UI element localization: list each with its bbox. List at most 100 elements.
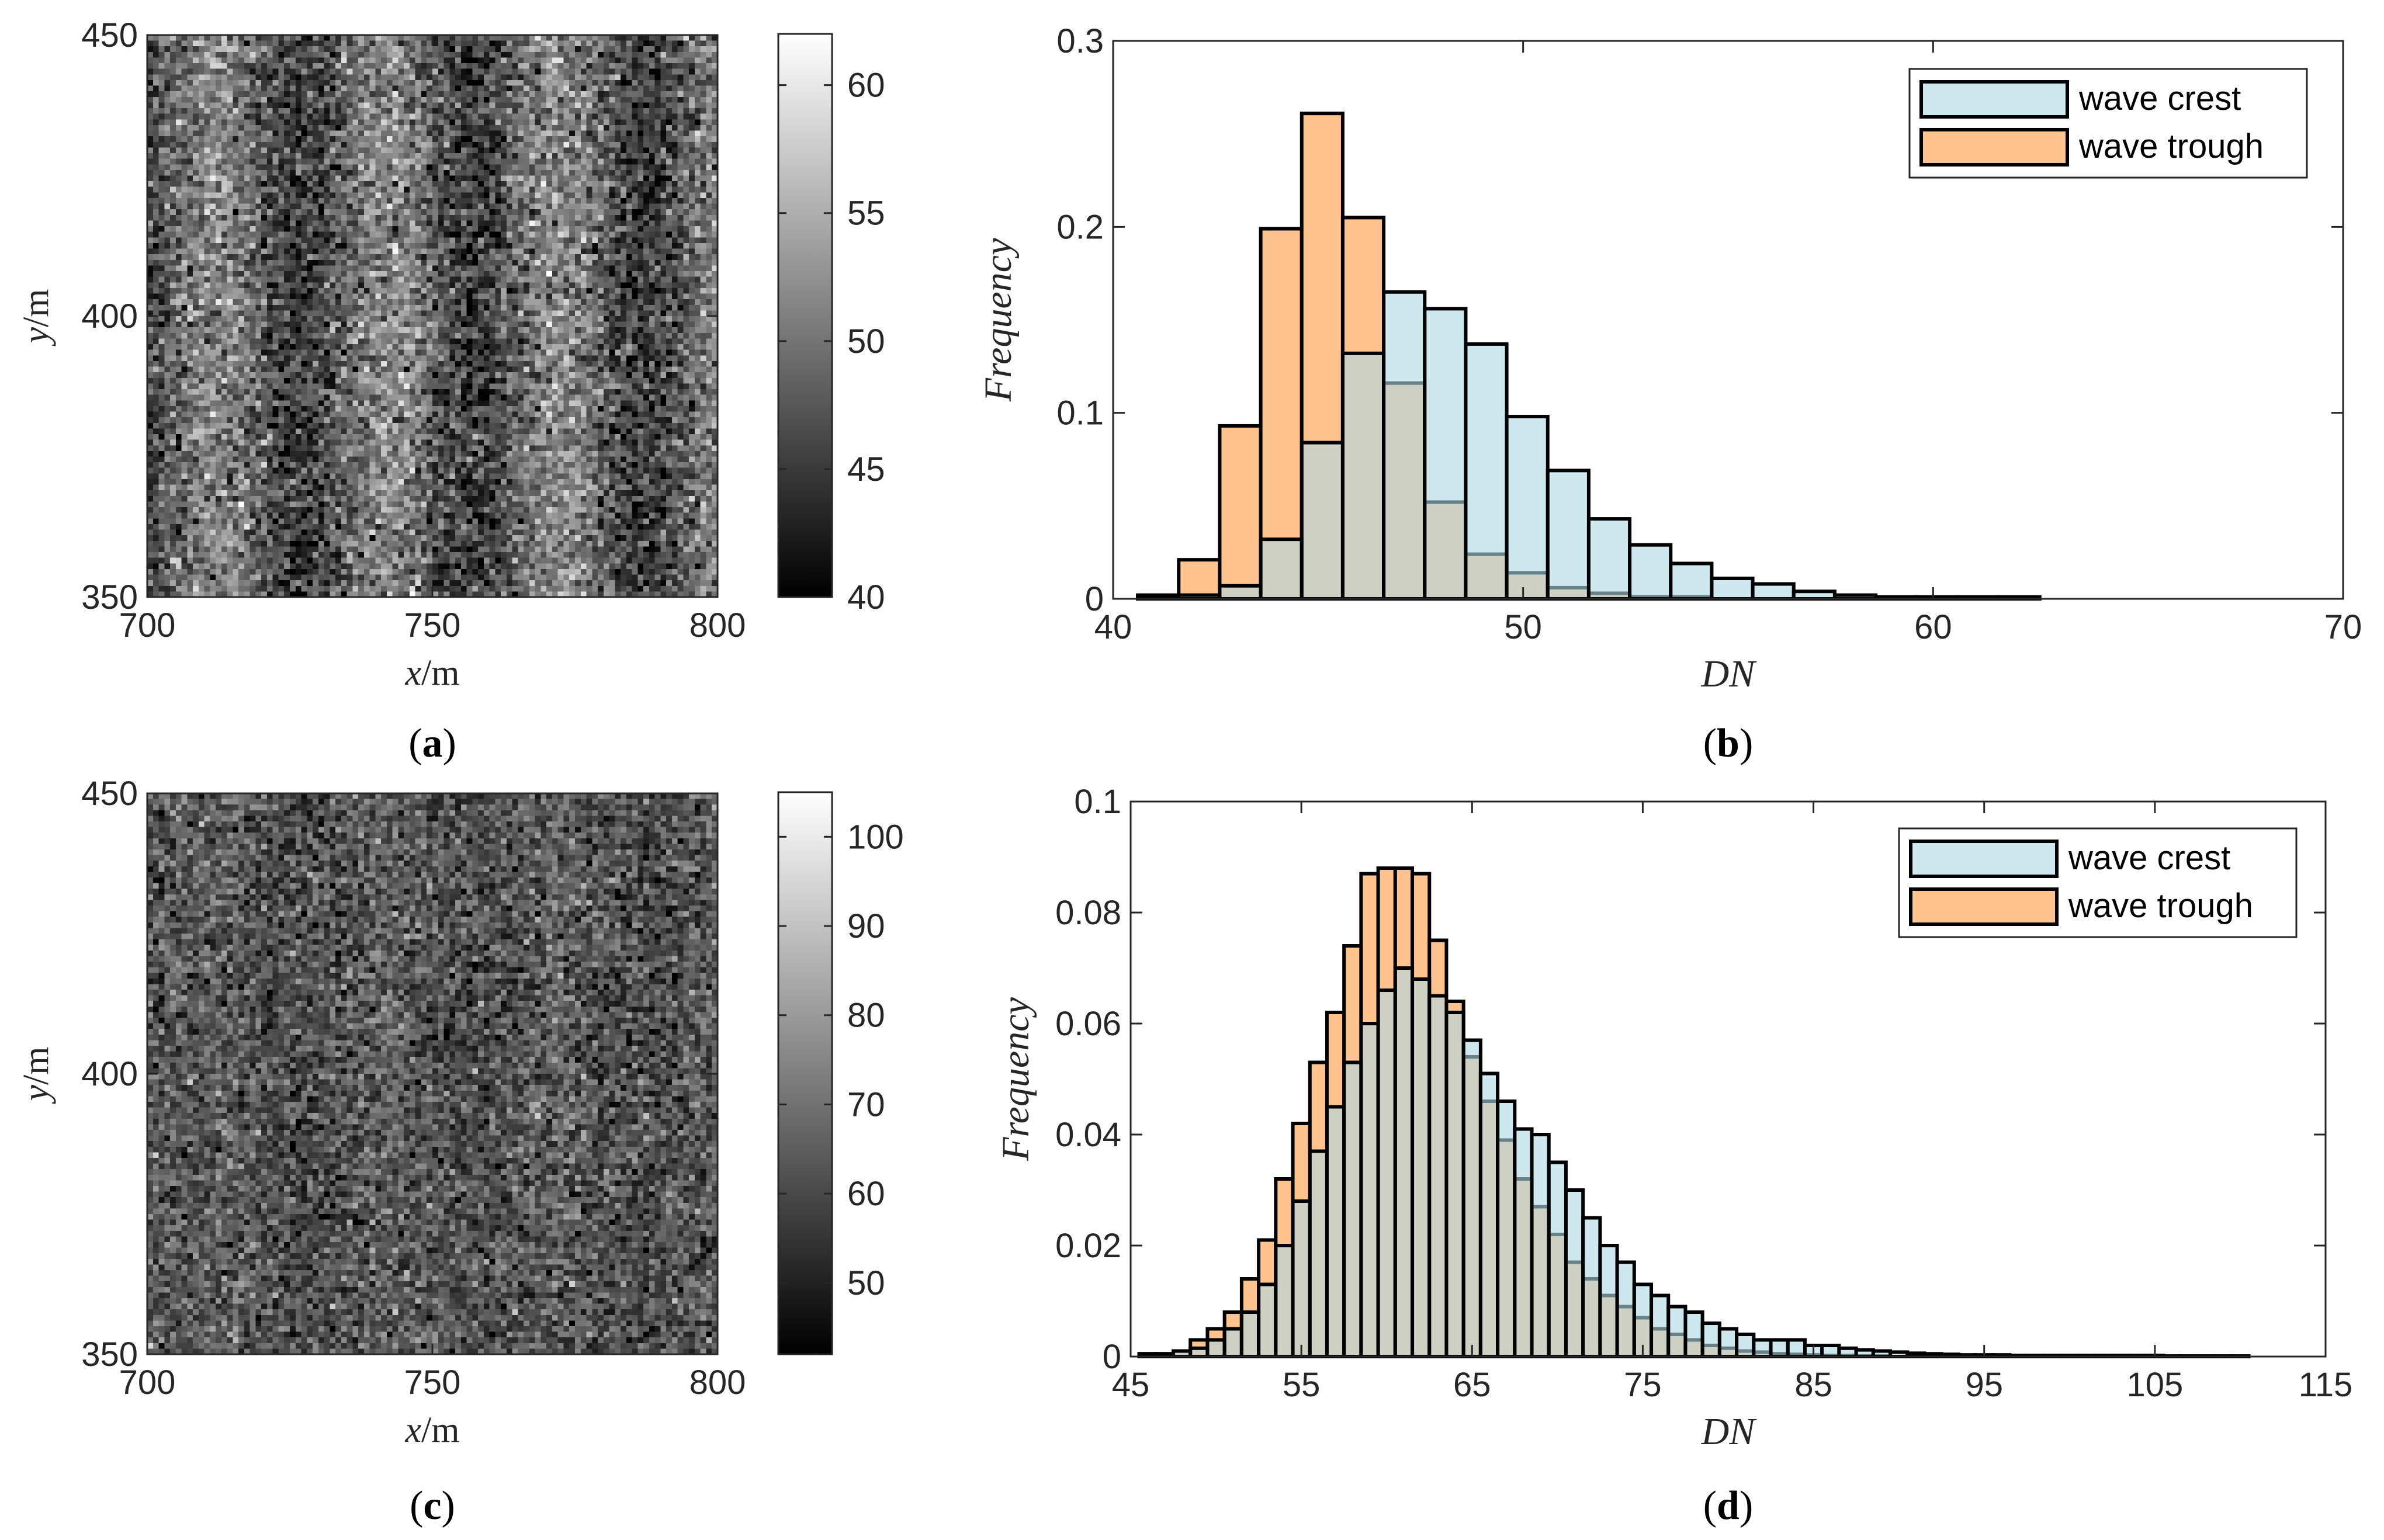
caption-paren: (	[408, 721, 422, 766]
x-axis-label: DN	[1701, 653, 1758, 695]
colorbar	[777, 33, 833, 598]
histogram-bar-wave-crest	[1598, 1244, 1619, 1358]
legend-label: wave crest	[2068, 839, 2230, 877]
histogram-bar-wave-crest	[1586, 517, 1632, 601]
x-tick-label: 115	[2299, 1366, 2352, 1404]
colorbar-tick-label: 45	[847, 450, 885, 488]
histogram-bar-wave-crest	[1218, 584, 1263, 601]
histogram-bar-wave-crest	[1683, 1310, 1704, 1358]
y-tick-label: 350	[81, 1336, 138, 1373]
legend-swatch	[1909, 840, 2059, 878]
histogram-bar-wave-crest	[1342, 1060, 1363, 1358]
histogram-bar-wave-crest	[1669, 561, 1714, 601]
x-tick-label: 45	[1112, 1366, 1150, 1404]
histogram-bar-wave-crest	[1735, 1333, 1756, 1358]
colorbar-tick-label: 60	[847, 67, 885, 105]
caption-letter: a	[422, 721, 443, 766]
histogram-bar-wave-crest	[1786, 1338, 1807, 1358]
y-tick-label: 0.1	[1056, 394, 1104, 432]
histogram-bar-wave-crest	[1259, 537, 1304, 601]
x-tick-label: 700	[119, 1364, 176, 1402]
y-axis-label: y/m	[16, 1047, 56, 1105]
y-tick-label: 400	[81, 1055, 138, 1093]
y-tick-label: 400	[81, 297, 138, 335]
histogram-bar-wave-crest	[1837, 1346, 1858, 1358]
histogram-bar-wave-crest	[1650, 1293, 1671, 1358]
histogram-bar-wave-crest	[1325, 1105, 1346, 1358]
x-tick-label: 60	[1914, 608, 1952, 646]
panel-caption: (a)	[408, 721, 456, 766]
x-axis-label: x/m	[405, 653, 460, 693]
histogram-bar-wave-crest	[1854, 1348, 1875, 1359]
legend-swatch	[1909, 887, 2059, 926]
colorbar-tick-label: 90	[847, 907, 885, 945]
heatmap-image	[147, 793, 718, 1354]
histogram-bar-wave-crest	[1340, 351, 1386, 601]
histogram-bar-wave-crest	[1700, 1322, 1721, 1358]
histogram-bar-wave-crest	[1257, 1282, 1278, 1358]
histogram-bar-wave-crest	[1300, 441, 1345, 601]
histogram-bar-wave-trough	[1177, 558, 1222, 601]
panel-caption: (c)	[410, 1483, 455, 1528]
histogram-bar-wave-crest	[1820, 1344, 1841, 1358]
histogram-bar-wave-crest	[1444, 1011, 1465, 1358]
x-tick-label: 85	[1794, 1366, 1832, 1404]
y-tick-label: 450	[81, 775, 138, 813]
y-axis-slash: /	[16, 1074, 56, 1085]
caption-paren: (	[1703, 1483, 1717, 1528]
histogram-bar-wave-crest	[1291, 1199, 1312, 1358]
x-axis-variable: x	[405, 1410, 422, 1450]
histogram-bar-wave-crest	[1564, 1188, 1585, 1358]
histogram-bar-wave-crest	[1205, 1338, 1226, 1358]
y-tick-label: 0.1	[1074, 783, 1121, 821]
x-axis-variable: x	[405, 653, 422, 693]
histogram-bar-wave-crest	[1547, 1160, 1568, 1358]
colorbar-tick-label: 55	[847, 195, 885, 233]
y-axis-unit: m	[16, 1047, 56, 1075]
caption-letter: b	[1717, 721, 1740, 766]
y-axis-label: Frequency	[977, 238, 1020, 402]
x-tick-label: 700	[119, 606, 176, 644]
y-axis-unit: m	[16, 289, 56, 317]
y-axis-label: y/m	[16, 289, 56, 347]
y-tick-label: 0.06	[1055, 1005, 1121, 1043]
histogram-bar-wave-crest	[1581, 1216, 1602, 1358]
caption-letter: d	[1717, 1483, 1740, 1528]
x-tick-label: 105	[2126, 1366, 2183, 1404]
plot-frame	[1129, 800, 2327, 1358]
histogram-bar-wave-crest	[1464, 342, 1509, 601]
histogram-bar-wave-crest	[1752, 1338, 1773, 1358]
panel-caption: (d)	[1703, 1483, 1754, 1528]
x-axis-slash: /	[421, 653, 432, 693]
plot-frame	[1112, 40, 2344, 600]
legend-label: wave crest	[2078, 79, 2241, 117]
x-axis-slash: /	[421, 1410, 432, 1450]
panel-b: 40 50 60 70 0 0.1 0.2 0.3 DN Frequency wave crest w…	[977, 22, 2362, 766]
histogram-bar-wave-crest	[1382, 290, 1427, 601]
histogram-bar-wave-crest	[1530, 1133, 1551, 1358]
histogram-bar-wave-crest	[1427, 994, 1449, 1358]
colorbar-tick-label: 40	[847, 578, 885, 616]
histogram-bar-wave-crest	[1359, 1022, 1380, 1358]
colorbar-tick-label: 100	[847, 818, 904, 856]
y-tick-label: 450	[81, 16, 138, 54]
heatmap-image	[147, 35, 718, 597]
histogram-bar-wave-crest	[1423, 307, 1468, 601]
histogram-bar-wave-crest	[1461, 1038, 1482, 1358]
colorbar	[777, 791, 833, 1355]
legend-swatch	[1919, 80, 2069, 119]
y-tick-label: 0.3	[1056, 22, 1104, 60]
y-tick-label: 350	[81, 578, 138, 616]
x-tick-label: 70	[2324, 608, 2362, 646]
panel-caption: (b)	[1703, 721, 1754, 766]
x-tick-label: 800	[689, 606, 746, 644]
histogram-bar-wave-crest	[1188, 1346, 1210, 1358]
x-tick-label: 750	[404, 1364, 461, 1402]
caption-paren: )	[1740, 721, 1753, 766]
histogram-bar-wave-crest	[1496, 1099, 1517, 1358]
x-axis-label: x/m	[405, 1410, 460, 1450]
histogram-bar-wave-crest	[1717, 1327, 1739, 1358]
legend-swatch	[1919, 128, 2069, 167]
